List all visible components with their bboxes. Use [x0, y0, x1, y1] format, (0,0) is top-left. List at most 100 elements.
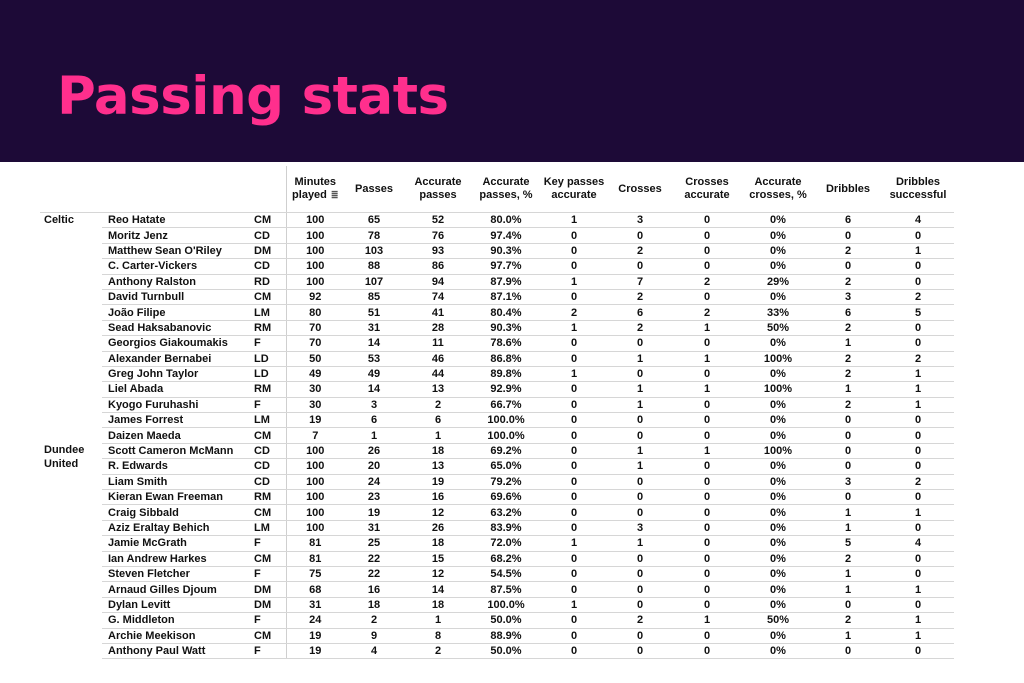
stat-cell: 85 — [344, 289, 404, 306]
column-header-label: Minutes played — [292, 176, 337, 201]
stat-cell: 3 — [344, 397, 404, 414]
player-name: Dylan Levitt — [102, 597, 252, 614]
stat-cell: 90.3% — [472, 243, 540, 260]
player-position: CD — [252, 227, 287, 244]
column-header[interactable]: Dribbles successful — [882, 166, 954, 213]
column-header-label: Accurate passes — [414, 176, 462, 201]
stat-cell: 0 — [882, 443, 954, 460]
player-name: Georgios Giakoumakis — [102, 335, 252, 352]
stat-cell: 31 — [344, 520, 404, 537]
stat-cell: 2 — [814, 320, 882, 337]
column-header[interactable]: Dribbles — [814, 166, 882, 213]
stat-cell: 1 — [672, 381, 742, 398]
stat-cell: 1 — [882, 612, 954, 629]
stat-cell: 50.0% — [472, 612, 540, 629]
stat-cell: 19 — [286, 412, 344, 429]
stat-cell: 0% — [742, 520, 814, 537]
column-header[interactable]: Key passes accurate — [540, 166, 608, 213]
stat-cell: 4 — [882, 535, 954, 552]
table-row: Kieran Ewan Freeman RM 100 23 16 69.6% 0 0 0 0% 0 0 — [40, 489, 954, 506]
column-header[interactable]: Accurate crosses, % — [742, 166, 814, 213]
stat-cell: 0% — [742, 504, 814, 521]
column-header[interactable]: Accurate passes, % — [472, 166, 540, 213]
stat-cell: 29% — [742, 274, 814, 290]
stat-cell: 0 — [540, 412, 608, 429]
player-position: CD — [252, 443, 287, 460]
stat-cell: 1 — [540, 597, 608, 614]
column-header[interactable]: Passes — [344, 166, 404, 213]
player-position: F — [252, 335, 287, 352]
player-position: RM — [252, 320, 287, 337]
stat-cell: 0 — [882, 320, 954, 337]
stat-cell: 75 — [286, 566, 344, 583]
stat-cell: 0 — [672, 489, 742, 506]
position-header — [252, 166, 286, 213]
stat-cell: 12 — [404, 566, 472, 583]
team-header — [40, 166, 102, 213]
player-position: F — [252, 535, 287, 552]
stat-cell: 0 — [608, 427, 672, 444]
stat-cell: 0 — [608, 504, 672, 521]
player-position: CM — [252, 504, 287, 521]
stat-cell: 78 — [344, 227, 404, 244]
stat-cell: 0 — [882, 489, 954, 506]
table-body: Celtic Reo Hatate CM 100 65 52 80.0% 1 3 0 0% 6 4 Mor… — [40, 212, 954, 660]
stat-cell: 4 — [882, 212, 954, 229]
player-name: Greg John Taylor — [102, 366, 252, 383]
stat-cell: 18 — [404, 535, 472, 552]
stat-cell: 0% — [742, 535, 814, 552]
stat-cell: 19 — [286, 643, 344, 660]
stat-cell: 0% — [742, 412, 814, 429]
stat-cell: 0 — [882, 520, 954, 537]
stat-cell: 1 — [608, 443, 672, 460]
stat-cell: 0 — [540, 520, 608, 537]
stat-cell: 14 — [344, 381, 404, 398]
stat-cell: 0 — [540, 335, 608, 352]
column-header[interactable]: Minutes played ≣ — [285, 166, 344, 213]
stat-cell: 54.5% — [472, 566, 540, 583]
stat-cell: 2 — [608, 243, 672, 260]
stat-cell: 49 — [286, 366, 344, 383]
stat-cell: 0% — [742, 458, 814, 475]
stat-cell: 93 — [404, 243, 472, 260]
stat-cell: 83.9% — [472, 520, 540, 537]
stat-cell: 0% — [742, 227, 814, 244]
stat-cell: 1 — [608, 535, 672, 552]
stat-cell: 0 — [814, 643, 882, 660]
stat-cell: 2 — [814, 274, 882, 290]
stat-cell: 78.6% — [472, 335, 540, 352]
stat-cell: 19 — [286, 628, 344, 644]
stat-cell: 0 — [882, 427, 954, 444]
stat-cell: 26 — [344, 443, 404, 460]
stat-cell: 0 — [540, 351, 608, 367]
stat-cell: 69.6% — [472, 489, 540, 506]
stat-cell: 2 — [540, 304, 608, 321]
player-name: Reo Hatate — [102, 212, 252, 229]
stat-cell: 0 — [608, 474, 672, 491]
player-position: CD — [252, 458, 287, 475]
column-header[interactable]: Crosses accurate — [672, 166, 742, 213]
team-name: Dundee United — [44, 444, 85, 471]
player-name: R. Edwards — [102, 458, 252, 475]
stat-cell: 0 — [814, 427, 882, 444]
sort-icon[interactable]: ≣ — [330, 190, 339, 200]
table-row: G. Middleton F 24 2 1 50.0% 0 2 1 50% 2 1 — [40, 612, 954, 629]
player-name: Anthony Paul Watt — [102, 643, 252, 660]
stat-cell: 1 — [344, 427, 404, 444]
stat-cell: 0 — [540, 381, 608, 398]
stat-cell: 1 — [540, 212, 608, 229]
column-header[interactable]: Accurate passes — [404, 166, 472, 213]
stat-cell: 100.0% — [472, 412, 540, 429]
stat-cell: 2 — [814, 397, 882, 414]
stat-cell: 0 — [540, 443, 608, 460]
stat-cell: 2 — [882, 351, 954, 367]
column-header[interactable]: Crosses — [608, 166, 672, 213]
stat-cell: 0% — [742, 489, 814, 506]
player-name: Sead Haksabanovic — [102, 320, 252, 337]
stat-cell: 2 — [672, 304, 742, 321]
stat-cell: 50% — [742, 612, 814, 629]
player-name: Alexander Bernabei — [102, 351, 252, 367]
stat-cell: 12 — [404, 504, 472, 521]
player-position: CM — [252, 551, 287, 567]
stat-cell: 103 — [344, 243, 404, 260]
